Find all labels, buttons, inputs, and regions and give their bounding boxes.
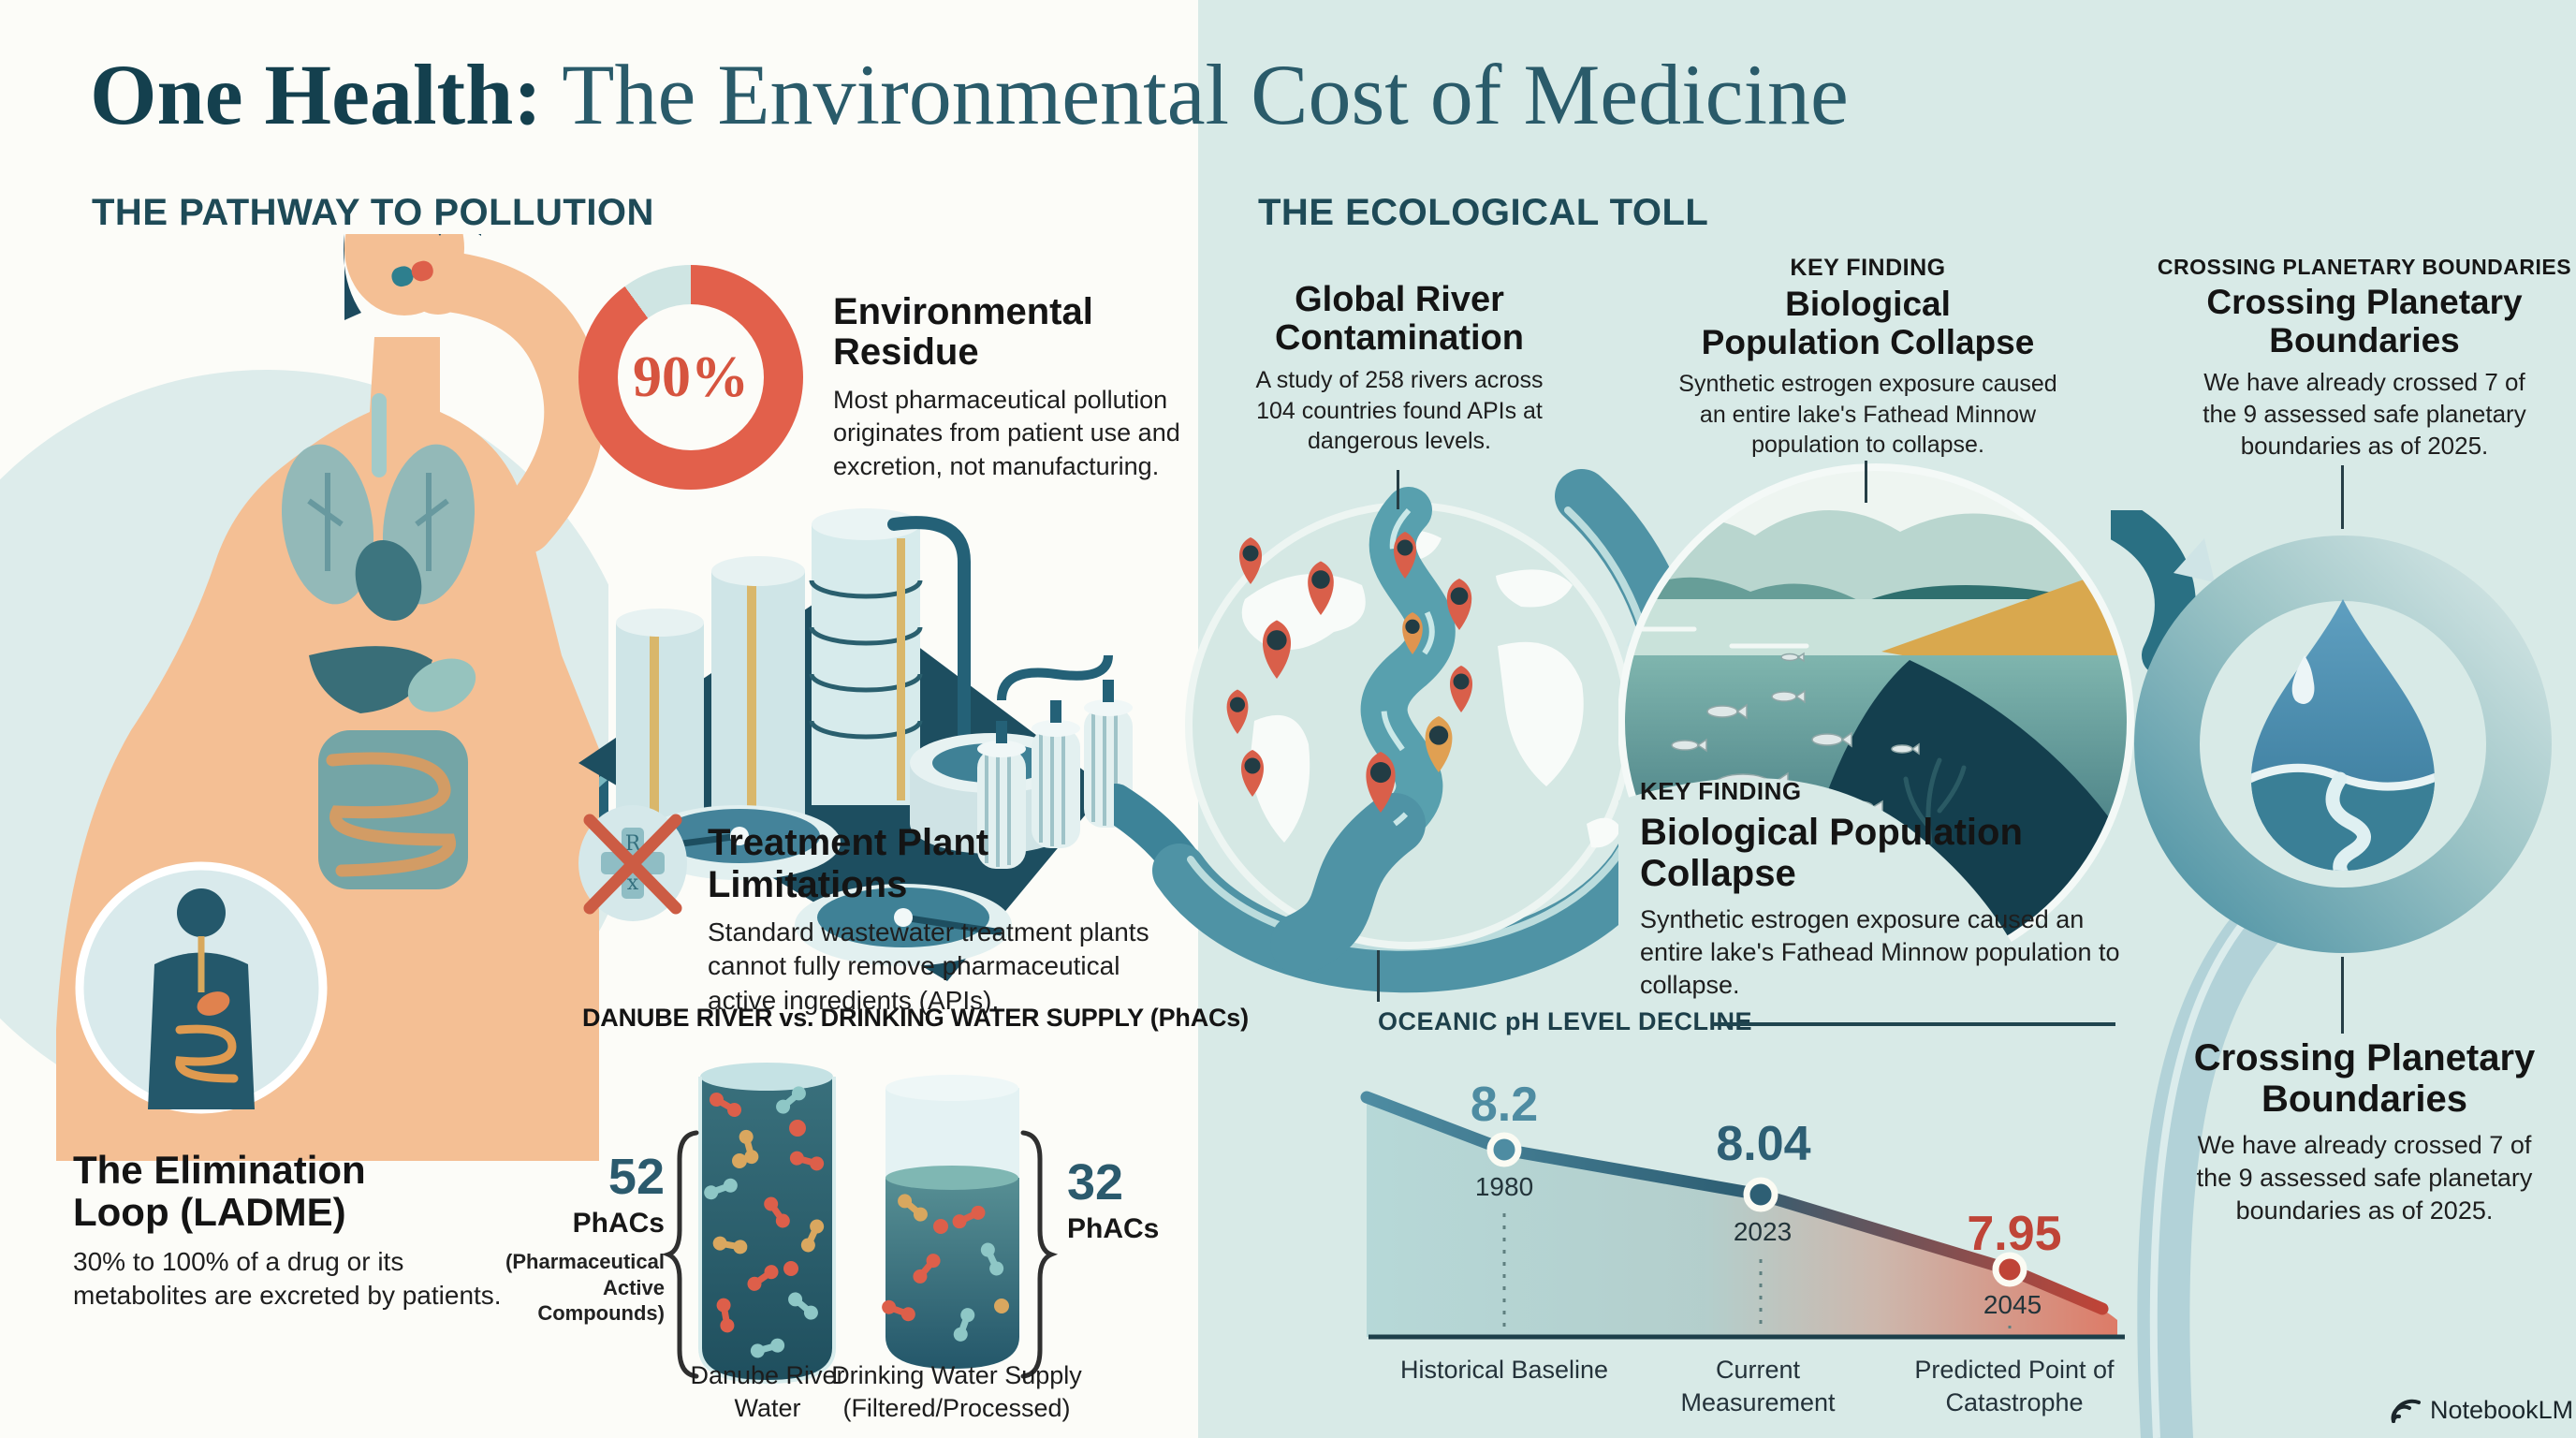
residue-body: Most pharmaceutical pollution originates… [833,386,1180,480]
danube-left-label: 52 PhACs (Pharmaceutical Active Compound… [487,1148,665,1327]
connector-collapse-lake [1865,461,1867,503]
ph-annotation-historical: Historical Baseline [1399,1356,1609,1384]
danube-left-category: Danube River Water [690,1361,845,1423]
danube-right-label: 32 PhACs [1067,1153,1226,1245]
danube-left-value: 52 [607,1149,665,1205]
human-figure-illustration [0,234,608,1161]
notebooklm-logo [2391,1399,2421,1423]
danube-right-value: 32 [1067,1154,1124,1211]
river-block: Global River Contamination A study of 25… [1236,280,1563,457]
boundaries-bottom-body: We have already crossed 7 of the 9 asses… [2196,1131,2533,1225]
residue-block: Environmental Residue Most pharmaceutica… [833,291,1236,483]
elimination-title-line2: Loop (LADME) [73,1189,346,1234]
river-body: A study of 258 rivers across 104 countri… [1255,367,1544,455]
connector-ring-boundaries [2341,957,2344,1034]
pill-icon [391,260,433,287]
collapse-top-title-line2: Population Collapse [1701,322,2035,361]
boundaries-bottom-title-line1: Crossing Planetary [2193,1037,2536,1078]
danube-comparison-illustration [661,1063,1059,1385]
boundaries-bottom-title-line2: Boundaries [2261,1078,2468,1120]
collapse-side-kicker: KEY FINDING [1640,777,1802,805]
ph-annotation-current: Current Measurement [1680,1356,1836,1417]
residue-title-line1: Environmental [833,291,1093,332]
treatment-body: Standard wastewater treatment plants can… [708,917,1149,1015]
lake-illustration [1618,463,2143,981]
pipe-to-bottom [2137,891,2291,1438]
boundaries-top-title-line1: Crossing Planetary [2206,283,2523,321]
pathway-heading: THE PATHWAY TO POLLUTION [92,192,654,233]
connector-globe-chart [1377,950,1380,1002]
page-title-lead: One Health: [90,47,542,142]
collapse-top-title-line1: Biological [1785,285,1951,323]
page-title: One Health: The Environmental Cost of Me… [90,45,1849,144]
watermark-label: NotebookLM [2430,1395,2574,1424]
ph-value-1980: 8.2 [1470,1078,1539,1132]
ph-chart-title: OCEANIC pH LEVEL DECLINE [1378,1007,1753,1035]
boundaries-bottom-block: Crossing Planetary Boundaries We have al… [2153,1037,2576,1227]
boundaries-top-kicker: CROSSING PLANETARY BOUNDARIES [2157,255,2572,279]
svg-text:R: R [625,832,642,856]
danube-left-unit: PhACs [572,1208,665,1239]
ph-chart-rule [1713,1022,2115,1026]
river-title-line1: Global River [1295,280,1504,319]
elimination-title-line1: The Elimination [73,1148,366,1192]
treatment-block: Treatment Plant Limitations Standard was… [708,822,1185,1018]
ph-year-2045: 2045 [1983,1290,2042,1319]
danube-right-unit: PhACs [1067,1213,1160,1244]
boundaries-top-block: CROSSING PLANETARY BOUNDARIES Crossing P… [2153,255,2576,462]
collapse-side-title-line1: Biological Population [1640,812,2023,853]
elimination-block: The Elimination Loop (LADME) 30% to 100%… [73,1148,541,1313]
collapse-top-body: Synthetic estrogen exposure caused an en… [1678,371,2057,459]
collapse-side-body: Synthetic estrogen exposure caused an en… [1640,905,2120,1000]
residue-donut-chart: 90% [578,265,803,490]
residue-title-line2: Residue [833,331,979,374]
danube-right-category: Drinking Water Supply (Filtered/Processe… [831,1361,1082,1423]
ph-value-2045: 7.95 [1967,1207,2062,1261]
planetary-ring-illustration [2111,510,2552,953]
river-title-line2: Contamination [1275,318,1524,359]
danube-left-note: (Pharmaceutical Active Compounds) [505,1250,665,1325]
ph-value-2023: 8.04 [1716,1117,1811,1171]
svg-text:x: x [627,872,639,895]
no-pharmaceuticals-icon: R x [578,805,687,921]
elimination-body: 30% to 100% of a drug or its metabolites… [73,1246,502,1311]
boundaries-top-body: We have already crossed 7 of the 9 asses… [2203,368,2526,460]
collapse-side-block: KEY FINDING Biological Population Collap… [1640,777,2122,1002]
boundaries-top-title-line2: Boundaries [2269,320,2460,360]
watermark: NotebookLM [2389,1395,2573,1425]
connector-boundaries-ring [2341,465,2344,529]
treatment-plant-illustration [578,508,1133,981]
ecological-heading: THE ECOLOGICAL TOLL [1258,192,1709,233]
page-title-rest: The Environmental Cost of Medicine [541,47,1849,142]
treatment-title: Treatment Plant Limitations [708,822,989,905]
ph-decline-chart [1360,1091,2125,1340]
ph-year-2023: 2023 [1733,1217,1793,1246]
collapse-side-title-line2: Collapse [1640,853,1796,894]
collapse-top-block: KEY FINDING Biological Population Collap… [1674,255,2062,461]
ph-year-1980: 1980 [1474,1172,1534,1201]
danube-heading: DANUBE RIVER vs. DRINKING WATER SUPPLY (… [582,1004,1249,1032]
ph-annotation-predicted: Predicted Point of Catastrophe [1914,1356,2115,1417]
residue-percent: 90% [633,345,749,409]
connector-river-globe [1397,470,1399,509]
collapse-top-kicker: KEY FINDING [1790,255,1946,281]
